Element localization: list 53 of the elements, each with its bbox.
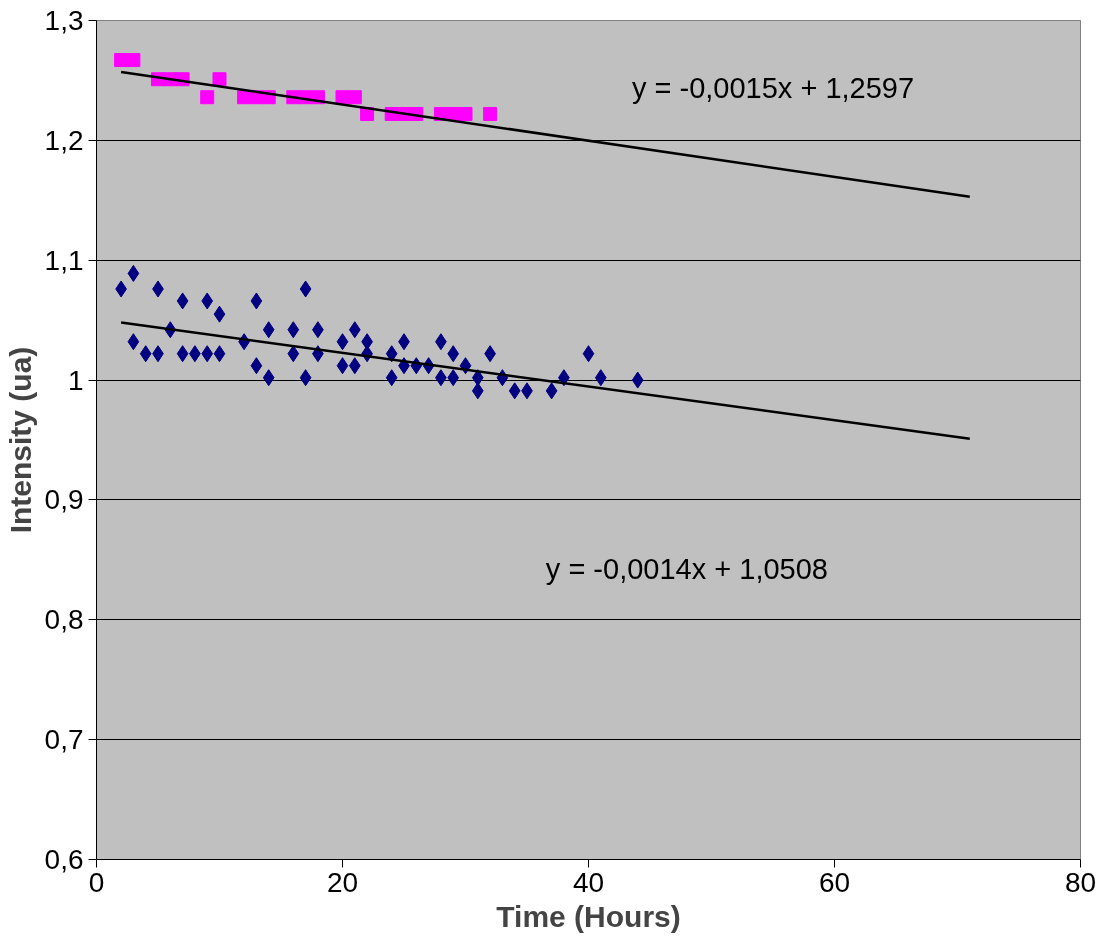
point xyxy=(483,106,498,121)
point xyxy=(471,382,484,400)
x-tick-label: 80 xyxy=(1064,866,1097,898)
y-axis-title: Intensity (ua) xyxy=(3,346,37,534)
point xyxy=(212,72,227,87)
y-tick-label: 1,3 xyxy=(44,5,84,36)
point xyxy=(582,345,595,363)
y-tick-label: 1,2 xyxy=(44,124,84,156)
x-tick-label: 40 xyxy=(572,866,605,898)
point xyxy=(545,382,558,400)
y-tick-label: 0,9 xyxy=(44,484,84,516)
point xyxy=(250,292,263,310)
point xyxy=(250,357,263,375)
annotation: y = -0,0014x + 1,0508 xyxy=(545,553,828,586)
point xyxy=(127,333,140,351)
annotation: y = -0,0015x + 1,2597 xyxy=(631,71,915,104)
point xyxy=(213,305,226,323)
point xyxy=(347,90,362,105)
x-tick-label: 60 xyxy=(818,866,851,898)
point xyxy=(262,369,275,387)
point xyxy=(458,106,473,121)
point xyxy=(200,90,215,105)
point xyxy=(176,292,189,310)
point xyxy=(213,345,226,363)
point xyxy=(262,321,275,339)
point xyxy=(447,345,460,363)
point xyxy=(348,357,361,375)
point xyxy=(594,369,607,387)
point xyxy=(176,345,189,363)
y-tick-label: 0,6 xyxy=(44,844,84,875)
point xyxy=(287,321,300,339)
point xyxy=(126,53,141,68)
x-tick-label: 0 xyxy=(88,866,105,898)
x-tick-label: 20 xyxy=(326,866,359,898)
point xyxy=(201,345,214,363)
y-tick-label: 1,1 xyxy=(44,244,84,276)
point xyxy=(348,321,361,339)
point xyxy=(336,333,349,351)
point xyxy=(508,382,521,400)
point xyxy=(139,345,152,363)
y-tick-label: 0,7 xyxy=(44,724,84,756)
point xyxy=(201,292,214,310)
point xyxy=(299,369,312,387)
y-tick-label: 1 xyxy=(67,364,84,396)
point xyxy=(447,369,460,387)
point xyxy=(385,369,398,387)
point xyxy=(299,280,312,298)
point xyxy=(127,264,140,282)
point xyxy=(336,357,349,375)
point xyxy=(287,345,300,363)
x-axis-title: Time (Hours) xyxy=(496,899,681,933)
y-tick-label: 0,8 xyxy=(44,604,84,636)
point xyxy=(631,371,644,389)
